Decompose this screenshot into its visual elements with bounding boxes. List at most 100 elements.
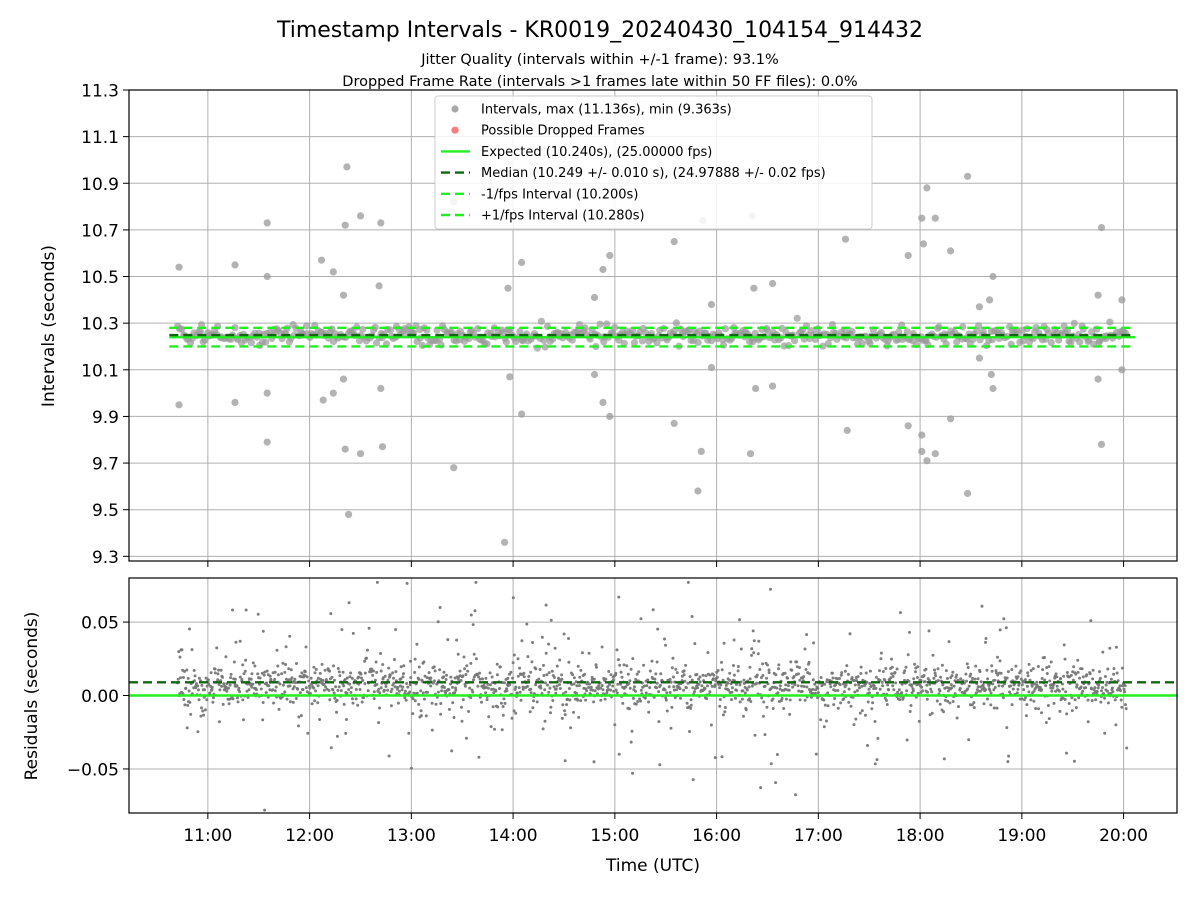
interval-point — [819, 342, 827, 350]
residual-point — [425, 676, 429, 680]
residual-point — [903, 669, 907, 673]
residual-point — [1043, 656, 1046, 659]
residual-point — [217, 683, 221, 686]
residual-point — [776, 691, 780, 695]
residual-point — [443, 686, 446, 689]
residual-point — [1027, 662, 1031, 666]
residual-point — [750, 684, 754, 688]
residual-point — [486, 682, 490, 686]
residual-point — [1123, 690, 1127, 694]
residual-point — [1048, 679, 1052, 683]
residual-point — [300, 671, 304, 675]
residual-point — [639, 688, 643, 692]
residual-point — [951, 700, 955, 703]
residual-point — [461, 698, 465, 702]
residual-point — [1096, 686, 1100, 690]
residual-point — [314, 689, 318, 693]
residual-point — [475, 673, 479, 677]
residual-point — [889, 676, 893, 680]
residual-point — [766, 663, 769, 667]
residual-point — [235, 684, 239, 688]
residual-point — [1081, 675, 1085, 679]
residual-point — [845, 664, 849, 668]
interval-point — [953, 338, 961, 346]
interval-outlier-point — [1094, 375, 1102, 383]
residual-point — [387, 666, 391, 670]
residual-point — [241, 663, 245, 667]
residual-point — [186, 703, 190, 707]
residual-point — [976, 685, 980, 689]
residual-point — [706, 651, 710, 655]
residual-point — [372, 697, 376, 701]
residual-point — [256, 612, 260, 616]
residual-point — [840, 671, 844, 675]
residual-point — [463, 684, 467, 688]
residual-point — [800, 689, 804, 693]
top-ytick-label: 11.3 — [81, 82, 119, 102]
residual-point — [473, 609, 477, 613]
top-ytick-label: 9.5 — [92, 501, 119, 521]
residual-point — [538, 668, 542, 671]
residual-point — [745, 688, 749, 692]
residual-point — [183, 669, 186, 673]
top-ylabel: Intervals (seconds) — [39, 245, 59, 407]
residual-point — [369, 670, 373, 674]
residual-point — [292, 685, 296, 689]
residual-point — [574, 691, 578, 695]
residual-point — [389, 704, 393, 708]
residual-point — [822, 725, 826, 729]
residual-point — [1040, 688, 1044, 692]
residual-point — [637, 670, 641, 674]
residual-point — [908, 710, 912, 713]
residual-point — [521, 687, 525, 691]
residual-point — [1041, 668, 1045, 672]
residual-point — [916, 691, 920, 695]
residual-point — [615, 691, 619, 695]
residual-point — [516, 657, 520, 661]
bottom-xtick-label: 20:00 — [1099, 826, 1148, 846]
residual-point — [636, 700, 640, 703]
residual-point — [267, 684, 271, 688]
residual-point — [755, 681, 759, 685]
residual-point — [417, 665, 421, 669]
residual-point — [859, 665, 863, 669]
interval-point — [975, 322, 983, 330]
residual-point — [813, 691, 817, 695]
residual-point — [922, 674, 926, 677]
residual-point — [972, 706, 976, 710]
residual-point — [243, 669, 247, 673]
interval-point — [231, 324, 239, 332]
residual-point — [442, 675, 446, 679]
bottom-xtick-label: 19:00 — [997, 826, 1046, 846]
residual-point — [874, 687, 878, 690]
residual-point — [360, 700, 364, 704]
residual-point — [413, 670, 417, 674]
residual-point — [194, 682, 198, 686]
residual-point — [758, 668, 762, 671]
residual-point — [293, 677, 297, 681]
residual-point — [454, 686, 458, 690]
residual-point — [894, 681, 898, 685]
top-lines — [169, 326, 1135, 348]
interval-point — [516, 328, 524, 336]
residual-point — [436, 690, 440, 694]
residual-point — [342, 702, 346, 706]
residual-point — [859, 672, 863, 675]
residual-point — [671, 656, 675, 660]
residual-point — [365, 656, 368, 660]
residual-point — [209, 671, 213, 675]
residual-point — [281, 683, 285, 687]
interval-outlier-point — [263, 438, 271, 446]
residual-point — [1115, 671, 1119, 675]
residual-point — [478, 677, 482, 681]
residual-point — [514, 711, 518, 715]
interval-outlier-point — [923, 184, 931, 192]
residual-point — [273, 677, 277, 681]
residual-point — [193, 674, 197, 678]
residual-point — [432, 665, 436, 669]
bottom-ytick-label: −0.05 — [67, 760, 119, 780]
residual-point — [444, 678, 448, 681]
residual-point — [258, 676, 262, 680]
residual-point — [269, 677, 273, 681]
interval-outlier-point — [989, 272, 997, 281]
